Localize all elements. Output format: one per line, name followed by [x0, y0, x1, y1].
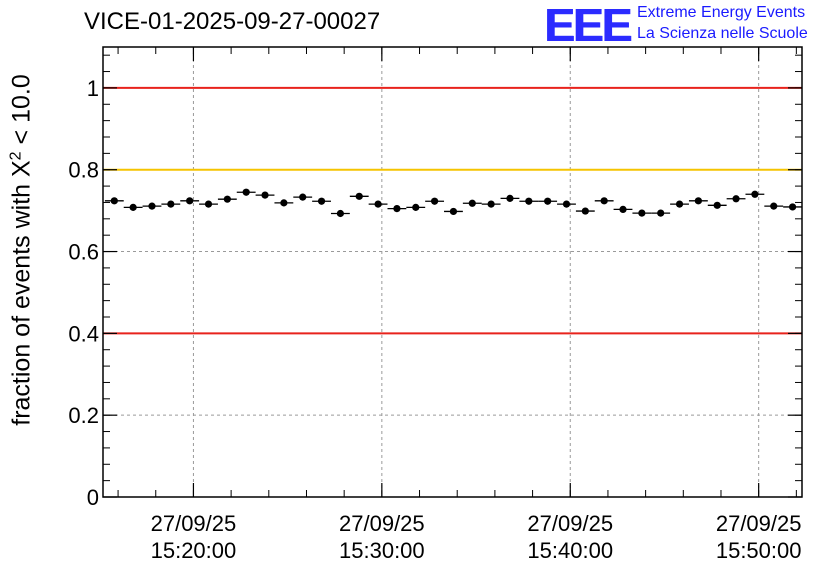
data-point-4: [180, 197, 200, 205]
data-point-9: [274, 199, 294, 207]
data-point-14: [368, 200, 388, 208]
data-point-20: [481, 200, 501, 208]
data-point-12: [330, 209, 350, 218]
y-tick-label-0: 0: [87, 485, 99, 510]
marker: [713, 201, 721, 209]
chart-title: VICE-01-2025-09-27-00027: [84, 8, 381, 35]
marker: [242, 188, 250, 196]
marker: [431, 197, 439, 205]
marker: [638, 209, 646, 217]
marker: [751, 190, 759, 198]
y-tick-label-2: 0.4: [68, 321, 99, 346]
data-point-27: [613, 205, 633, 214]
x-tick-date-2: 27/09/25: [527, 511, 613, 536]
data-point-11: [312, 197, 331, 205]
axis-ticks: 00.20.40.60.8127/09/2515:20:0027/09/2515…: [68, 47, 802, 563]
data-point-29: [651, 209, 671, 217]
marker: [129, 203, 137, 211]
data-point-34: [745, 190, 765, 198]
data-points: [104, 188, 802, 218]
data-point-28: [632, 209, 652, 217]
marker: [732, 195, 740, 203]
data-point-7: [236, 188, 256, 196]
x-tick-time-1: 15:30:00: [339, 538, 425, 563]
marker: [280, 199, 288, 207]
marker: [770, 202, 778, 210]
data-point-31: [688, 197, 708, 205]
marker: [393, 204, 401, 213]
plot-frame: [102, 46, 803, 498]
marker: [449, 207, 458, 216]
logo-line-2: La Scienza nelle Scuole: [637, 25, 808, 42]
x-tick-date-0: 27/09/25: [151, 511, 237, 536]
marker: [374, 200, 382, 208]
grid-layer: [103, 47, 802, 497]
marker: [299, 193, 307, 201]
marker: [506, 194, 514, 202]
marker: [223, 195, 231, 203]
data-point-15: [387, 204, 407, 213]
data-point-25: [575, 207, 595, 215]
x-tick-date-3: 27/09/25: [716, 511, 802, 536]
data-point-23: [538, 197, 558, 205]
data-point-17: [425, 197, 445, 205]
marker: [317, 197, 326, 205]
marker: [581, 207, 589, 215]
data-point-8: [255, 191, 275, 199]
marker: [487, 200, 495, 208]
marker: [336, 209, 344, 218]
data-point-22: [519, 197, 539, 205]
marker: [167, 200, 175, 208]
marker: [355, 192, 363, 200]
marker: [562, 200, 571, 208]
data-point-2: [142, 202, 162, 210]
marker: [468, 199, 476, 207]
marker: [600, 197, 608, 205]
logo-line-1: Extreme Energy Events: [637, 4, 806, 21]
x-tick-time-3: 15:50:00: [716, 538, 802, 563]
data-point-35: [764, 202, 784, 210]
data-point-21: [500, 194, 520, 202]
data-point-33: [726, 195, 746, 203]
marker: [788, 203, 797, 211]
data-point-5: [199, 200, 218, 208]
data-point-32: [707, 201, 727, 209]
data-point-16: [406, 203, 426, 211]
marker: [675, 200, 684, 208]
data-point-3: [161, 200, 181, 208]
data-point-0: [104, 197, 124, 205]
data-point-6: [217, 195, 237, 203]
marker: [204, 200, 213, 208]
data-point-10: [293, 193, 313, 201]
y-tick-label-1: 0.2: [68, 403, 99, 428]
marker: [412, 203, 420, 211]
y-tick-label-5: 1: [87, 76, 99, 101]
reference-lines: [103, 86, 802, 335]
data-point-30: [670, 200, 689, 208]
marker: [619, 205, 627, 214]
marker: [110, 197, 118, 205]
x-tick-time-0: 15:20:00: [151, 538, 237, 563]
data-point-1: [123, 203, 143, 211]
marker: [657, 209, 665, 217]
data-point-24: [557, 200, 576, 208]
data-point-36: [783, 203, 802, 211]
marker: [694, 197, 702, 205]
y-tick-label-4: 0.8: [68, 158, 99, 183]
marker: [525, 197, 533, 205]
data-point-26: [594, 197, 614, 205]
marker: [186, 197, 194, 205]
marker: [261, 191, 269, 199]
data-point-19: [462, 199, 482, 207]
marker: [148, 202, 156, 210]
data-point-18: [444, 207, 463, 216]
marker: [544, 197, 552, 205]
y-tick-label-3: 0.6: [68, 240, 99, 265]
eee-logo-mark: EEE: [544, 0, 632, 51]
data-point-13: [349, 192, 369, 200]
x-tick-time-2: 15:40:00: [527, 538, 613, 563]
x-tick-date-1: 27/09/25: [339, 511, 425, 536]
